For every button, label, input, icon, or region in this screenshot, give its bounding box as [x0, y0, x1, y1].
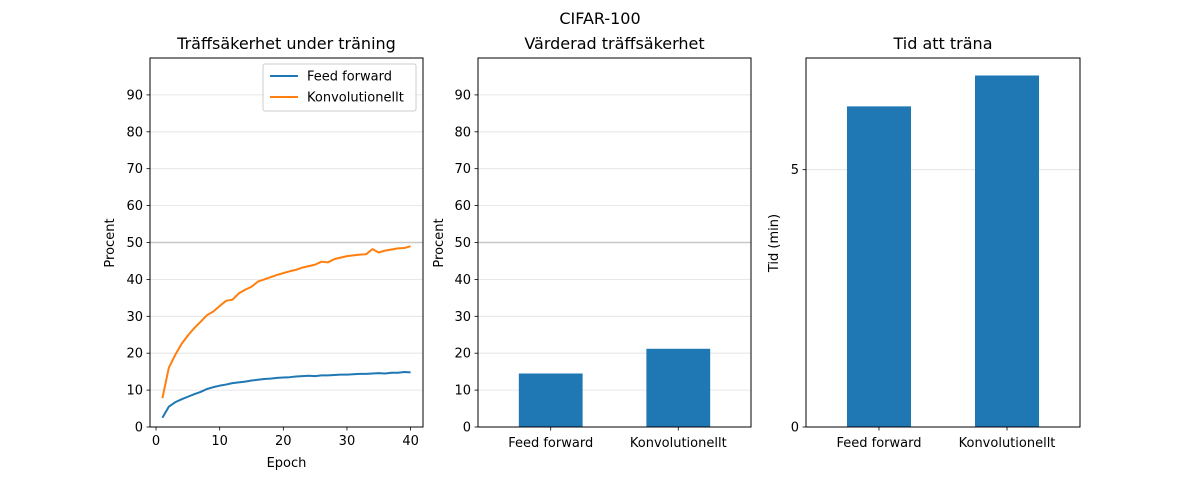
y-tick-label: 50	[126, 236, 143, 251]
evaluated-accuracy-chart: Värderad träffsäkerhet Procent 0 10 20 30 40…	[432, 34, 752, 451]
y-tick-label: 20	[126, 347, 143, 362]
x-tick-label-konvolutionellt: Konvolutionellt	[630, 436, 727, 451]
bar-feed-forward	[846, 106, 911, 427]
legend: Feed forward Konvolutionellt	[262, 63, 417, 112]
y-tick-label: 40	[454, 273, 471, 288]
y-tick-label: 20	[454, 347, 471, 362]
y-axis-label: Procent	[432, 218, 447, 267]
accuracy-training-chart: Träffsäkerhet under träning Epoch Procen…	[103, 34, 424, 471]
x-tick-label: 40	[402, 434, 419, 449]
x-tick-label-feed-forward: Feed forward	[508, 436, 593, 451]
series-line-feed-forward	[161, 371, 411, 419]
x-tick-label-konvolutionellt: Konvolutionellt	[959, 436, 1056, 451]
legend-box	[262, 63, 417, 112]
training-time-chart: Tid att träna Tid (min) 0 5 Feed forward Ko…	[767, 34, 1081, 451]
y-tick-label: 40	[126, 273, 143, 288]
bar-konvolutionellt	[975, 75, 1040, 427]
legend-entry-konvolutionellt: Konvolutionellt	[307, 91, 404, 106]
y-tick-label: 30	[126, 310, 143, 325]
y-axis-label: Tid (min)	[767, 214, 782, 273]
legend-entry-feed-forward: Feed forward	[307, 70, 392, 85]
figure-suptitle: CIFAR-100	[559, 9, 640, 28]
y-tick-label: 50	[454, 236, 471, 251]
bar-feed-forward	[518, 373, 583, 427]
x-tick-label: 30	[339, 434, 356, 449]
y-tick-label: 80	[126, 125, 143, 140]
y-tick-label: 30	[454, 310, 471, 325]
y-tick-label: 0	[791, 421, 799, 436]
y-tick-label: 0	[135, 421, 143, 436]
y-tick-label: 10	[126, 384, 143, 399]
y-axis-label: Procent	[103, 218, 118, 267]
chart-title: Värderad träffsäkerhet	[524, 34, 704, 53]
x-tick-label: 0	[152, 434, 160, 449]
y-tick-label: 80	[454, 125, 471, 140]
y-tick-label: 70	[126, 162, 143, 177]
bar-konvolutionellt	[646, 348, 711, 427]
y-tick-label: 90	[454, 88, 471, 103]
x-tick-label: 20	[275, 434, 292, 449]
series-line-konvolutionellt	[161, 245, 411, 399]
y-tick-label: 60	[454, 199, 471, 214]
y-tick-label: 10	[454, 384, 471, 399]
y-tick-label: 70	[454, 162, 471, 177]
x-tick-label-feed-forward: Feed forward	[836, 436, 921, 451]
chart-title: Tid att träna	[892, 34, 992, 53]
chart-title: Träffsäkerhet under träning	[176, 34, 396, 53]
y-tick-label: 5	[791, 163, 799, 178]
y-tick-label: 60	[126, 199, 143, 214]
y-tick-label: 90	[126, 88, 143, 103]
x-tick-label: 10	[211, 434, 228, 449]
plot-frame	[805, 57, 1081, 428]
y-tick-label: 0	[463, 421, 471, 436]
x-axis-label: Epoch	[267, 456, 307, 471]
